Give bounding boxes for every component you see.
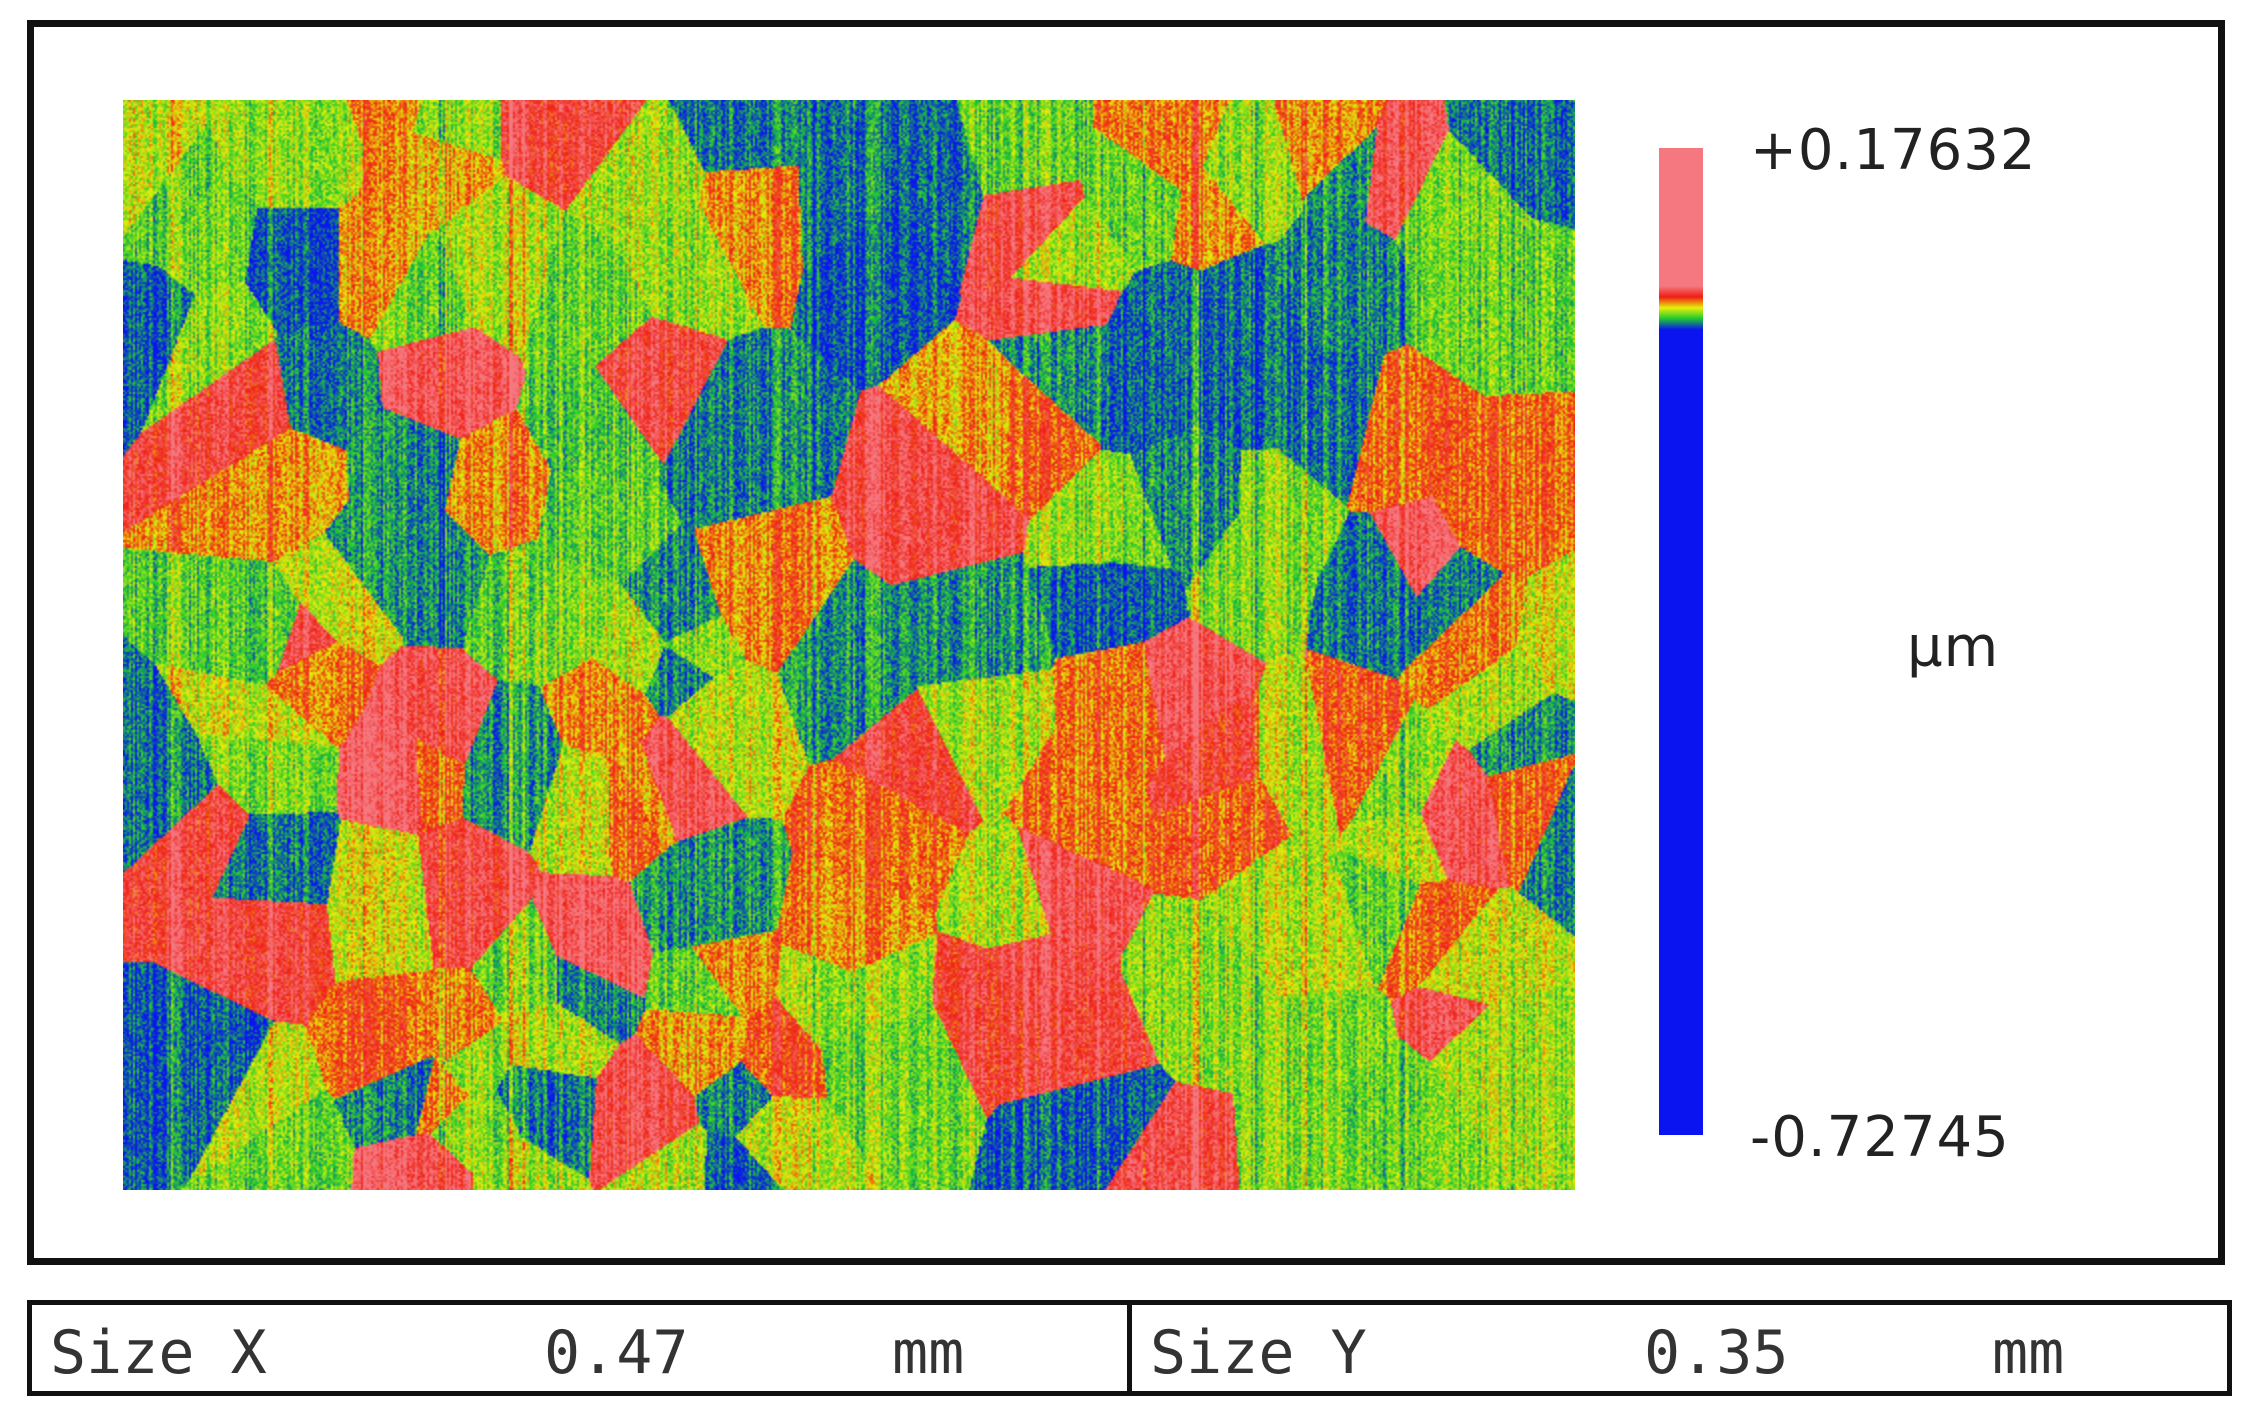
size-y-unit: mm: [1992, 1318, 2065, 1388]
size-y-value: 0.35: [1644, 1318, 1789, 1388]
size-info-bar: Size X 0.47 mm Size Y 0.35 mm: [27, 1300, 2232, 1396]
surface-height-map: [123, 100, 1575, 1190]
size-x-cell: Size X 0.47 mm: [32, 1305, 1127, 1391]
scale-min-label: -0.72745: [1750, 1105, 2010, 1170]
size-y-cell: Size Y 0.35 mm: [1127, 1305, 2227, 1391]
size-x-unit: mm: [892, 1318, 965, 1388]
size-y-label: Size Y: [1150, 1318, 1367, 1388]
color-scale-bar: [1659, 148, 1703, 1135]
size-x-value: 0.47: [544, 1318, 689, 1388]
scale-unit-label: µm: [1907, 615, 2000, 680]
scale-max-label: +0.17632: [1750, 118, 2037, 183]
size-x-label: Size X: [50, 1318, 267, 1388]
